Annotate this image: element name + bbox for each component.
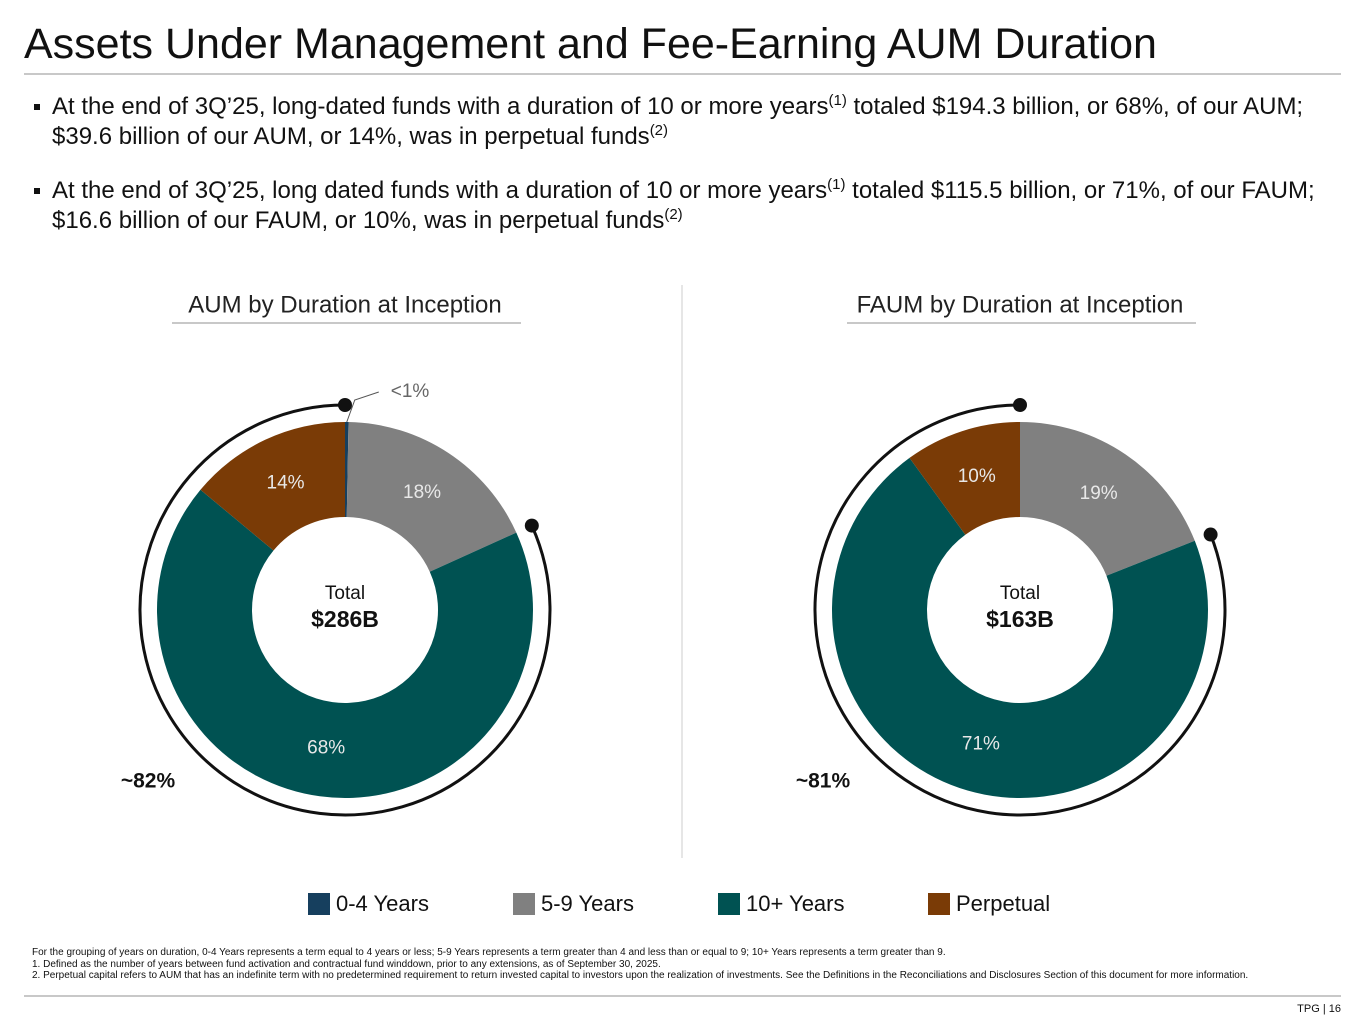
bullet-text: totaled $194.3 billion, or 68%, of our A… (52, 93, 1304, 150)
page-number: TPG | 16 (1297, 1003, 1341, 1015)
bullet-text: At the end of 3Q’25, long dated funds wi… (52, 177, 828, 204)
center-label: Total (1000, 583, 1040, 604)
center-label: Total (325, 583, 365, 604)
legend-label: 0-4 Years (336, 891, 429, 916)
chart-title: FAUM by Duration at Inception (857, 291, 1184, 318)
value-label: 14% (267, 472, 305, 493)
annotation: ~82% (121, 770, 176, 793)
bullet-marker (34, 188, 40, 194)
bracket-arc (138, 403, 552, 817)
donut-segment (345, 422, 349, 518)
value-label: 10% (958, 466, 996, 487)
center-value: $286B (311, 606, 379, 632)
annotation: ~81% (796, 770, 851, 793)
footnote-ref: (2) (664, 206, 683, 223)
footnote: For the grouping of years on duration, 0… (32, 947, 946, 958)
slide-title: Assets Under Management and Fee-Earning … (24, 20, 1157, 68)
bullet-text: totaled $115.5 billion, or 71%, of our F… (52, 177, 1315, 234)
legend-swatch (308, 893, 330, 915)
value-label: 19% (1080, 483, 1118, 504)
footnote-ref: (1) (827, 176, 846, 193)
title-rule (24, 73, 1341, 75)
legend-label: Perpetual (956, 891, 1050, 916)
donut-segment (831, 457, 1208, 799)
legend-swatch (513, 893, 535, 915)
leader-line (346, 391, 379, 423)
footnote: 2. Perpetual capital refers to AUM that … (32, 970, 1249, 981)
legend-swatch (718, 893, 740, 915)
bullet: At the end of 3Q’25, long dated funds wi… (34, 176, 1332, 236)
footer-rule (24, 995, 1341, 997)
footnote-ref: (1) (828, 92, 847, 109)
chart-title: AUM by Duration at Inception (188, 291, 502, 318)
bracket-dot (524, 518, 539, 533)
legend-swatch (928, 893, 950, 915)
donut-segment (1020, 422, 1195, 576)
value-label: <1% (391, 381, 430, 402)
bullet-text: At the end of 3Q’25, long-dated funds wi… (52, 93, 829, 120)
donut-segment (157, 489, 533, 798)
bracket-dot (1013, 398, 1027, 412)
donut-segment (346, 422, 517, 572)
legend-label: 10+ Years (746, 891, 844, 916)
value-label: 71% (962, 733, 1000, 754)
bracket-dot (1203, 527, 1218, 542)
value-label: 68% (307, 738, 345, 759)
bullet: At the end of 3Q’25, long-dated funds wi… (34, 92, 1332, 152)
footnotes: For the grouping of years on duration, 0… (32, 947, 1332, 982)
footnote: 1. Defined as the number of years betwee… (32, 958, 661, 970)
donut-segment (200, 422, 345, 551)
footnote-ref: (2) (649, 122, 669, 139)
bracket-arc (813, 403, 1227, 817)
legend-label: 5-9 Years (541, 891, 634, 916)
center-value: $163B (986, 606, 1054, 632)
donut-segment (909, 422, 1020, 535)
bracket-dot (338, 398, 352, 412)
value-label: 18% (403, 482, 441, 503)
bullet-marker (34, 104, 40, 110)
